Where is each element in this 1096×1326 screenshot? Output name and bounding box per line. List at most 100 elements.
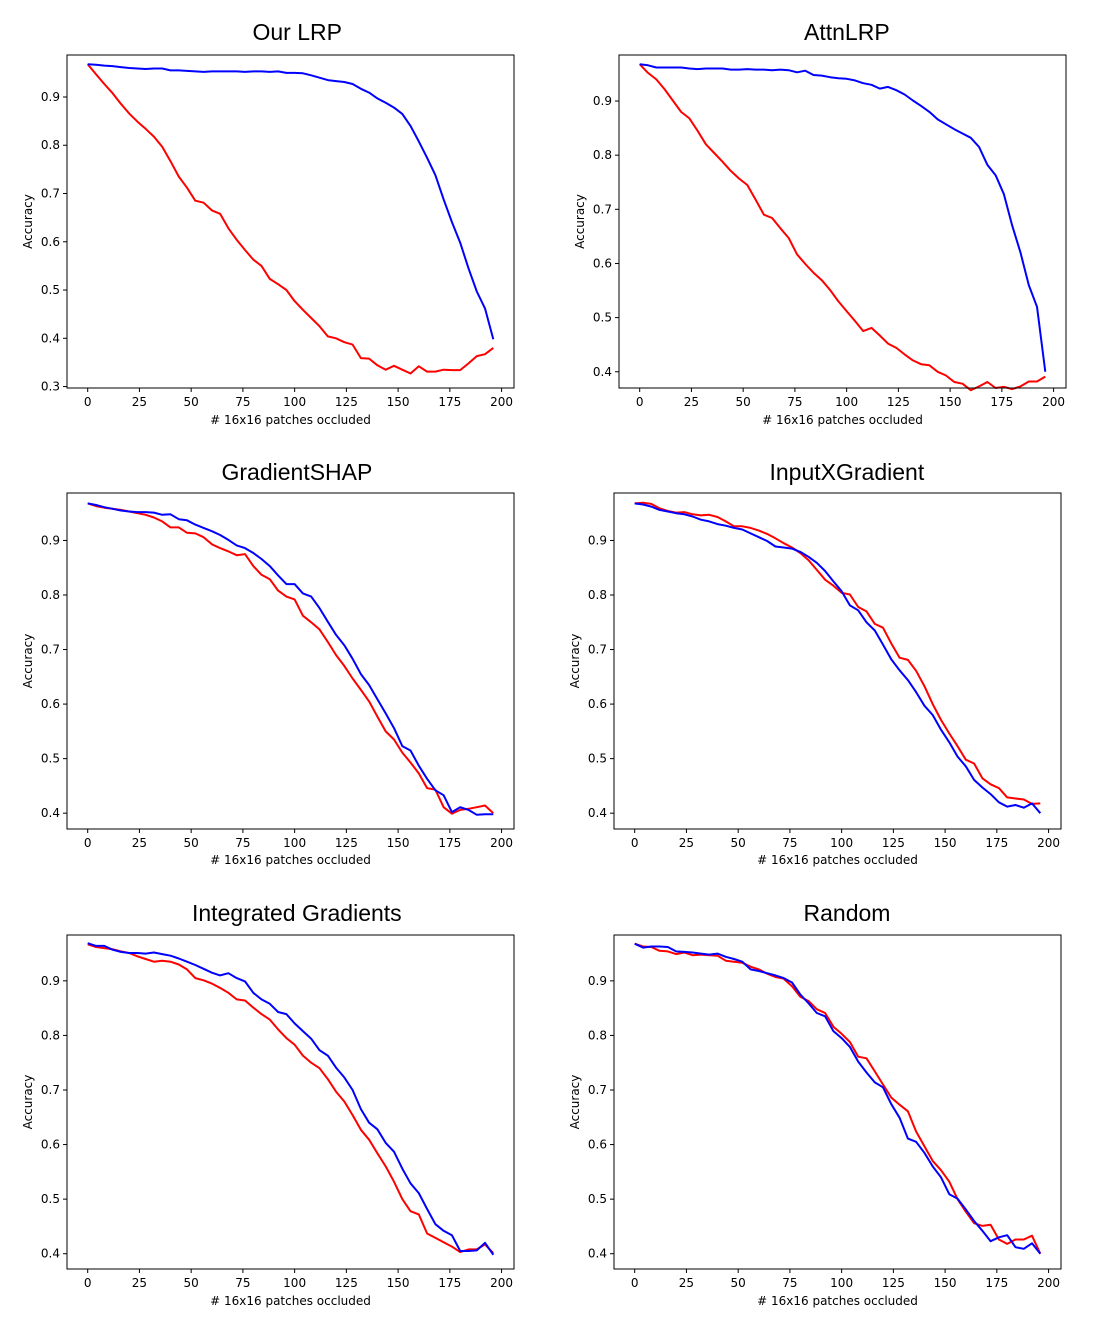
- y-tick-label: 0.7: [588, 1083, 607, 1097]
- plot-area: 0 25 50 75 100 125 150 175 200 0.4 0.5 0.6 0.7 0.8 0.9…: [568, 934, 1062, 1308]
- y-tick-label: 0.4: [588, 806, 607, 820]
- x-tick-label: 175: [990, 395, 1013, 409]
- x-tick-label: 200: [1042, 395, 1065, 409]
- series-line-blue: [634, 502, 1042, 814]
- y-tick-label: 0.5: [41, 283, 60, 297]
- y-tick-label: 0.7: [41, 643, 60, 657]
- x-tick-label: 100: [283, 1276, 306, 1290]
- x-tick-label: 75: [787, 395, 802, 409]
- y-tick-label: 0.4: [41, 806, 60, 820]
- x-tick-label: 25: [132, 1276, 147, 1290]
- axes-frame: [66, 54, 515, 389]
- x-tick-label: 75: [235, 836, 250, 850]
- x-tick-label: 175: [985, 1276, 1008, 1290]
- series-line-blue: [87, 63, 495, 340]
- y-tick-label: 0.6: [41, 1138, 60, 1152]
- chart-gradientshap: GradientSHAP 0 25 50 75 100 125 150 175 200 0.4 0.5…: [0, 440, 548, 880]
- x-axis-label: # 16x16 patches occluded: [210, 413, 371, 427]
- x-tick-label: 0: [84, 1276, 92, 1290]
- y-tick-label: 0.9: [41, 533, 60, 547]
- x-axis-label: # 16x16 patches occluded: [210, 1294, 371, 1308]
- y-tick-label: 0.7: [41, 187, 60, 201]
- x-tick-label: 50: [184, 836, 199, 850]
- x-tick-label: 200: [1037, 1276, 1060, 1290]
- y-tick-label: 0.4: [588, 1247, 607, 1261]
- chart-title: AttnLRP: [804, 19, 890, 45]
- y-axis-label: Accuracy: [21, 634, 35, 689]
- x-tick-label: 0: [631, 836, 639, 850]
- chart-our-lrp: Our LRP 0 25 50 75 100 125 150 175 200 0.3 0.4 0.5 0.…: [0, 0, 548, 440]
- series-line-blue: [87, 942, 495, 1256]
- y-axis-label: Accuracy: [21, 194, 35, 249]
- chart-title: Our LRP: [252, 19, 342, 45]
- x-tick-label: 75: [235, 1276, 250, 1290]
- x-axis-label: # 16x16 patches occluded: [757, 853, 918, 867]
- y-tick-label: 0.4: [593, 365, 612, 379]
- y-tick-label: 0.9: [593, 94, 612, 108]
- y-tick-label: 0.6: [588, 697, 607, 711]
- y-tick-label: 0.5: [41, 1192, 60, 1206]
- x-tick-label: 175: [438, 1276, 461, 1290]
- y-axis-label: Accuracy: [568, 1075, 582, 1130]
- x-tick-label: 125: [335, 395, 358, 409]
- y-tick-label: 0.8: [41, 588, 60, 602]
- y-tick-label: 0.9: [41, 974, 60, 988]
- chart-attnlrp: AttnLRP 0 25 50 75 100 125 150 175 200 0.4 0.5 0.6 0.…: [548, 0, 1096, 440]
- x-tick-label: 175: [985, 836, 1008, 850]
- x-tick-label: 0: [636, 395, 644, 409]
- x-tick-label: 150: [387, 1276, 410, 1290]
- x-tick-label: 200: [490, 395, 513, 409]
- x-tick-label: 125: [882, 836, 905, 850]
- x-tick-label: 100: [283, 395, 306, 409]
- y-tick-label: 0.9: [41, 90, 60, 104]
- x-tick-label: 125: [887, 395, 910, 409]
- x-tick-label: 100: [830, 836, 853, 850]
- plot-area: 0 25 50 75 100 125 150 175 200 0.4 0.5 0.6 0.7 0.8 0.9…: [21, 492, 515, 867]
- x-tick-label: 100: [283, 836, 306, 850]
- y-axis-label: Accuracy: [568, 634, 582, 689]
- axes-frame: [66, 492, 515, 830]
- y-tick-label: 0.8: [593, 148, 612, 162]
- x-tick-label: 75: [782, 836, 797, 850]
- x-tick-label: 25: [132, 395, 147, 409]
- plot-area: 0 25 50 75 100 125 150 175 200 0.4 0.5 0.6 0.7 0.8 0.9…: [21, 934, 515, 1308]
- x-tick-label: 25: [132, 836, 147, 850]
- x-axis-label: # 16x16 patches occluded: [762, 413, 923, 427]
- x-tick-label: 50: [184, 395, 199, 409]
- series-line-blue: [87, 502, 494, 816]
- axes-frame: [618, 54, 1067, 389]
- y-tick-label: 0.6: [588, 1138, 607, 1152]
- x-tick-label: 0: [84, 836, 92, 850]
- x-tick-label: 100: [835, 395, 858, 409]
- chart-title: InputXGradient: [769, 459, 925, 485]
- x-tick-label: 0: [84, 395, 92, 409]
- y-tick-label: 0.7: [41, 1083, 60, 1097]
- y-tick-label: 0.8: [588, 588, 607, 602]
- y-tick-label: 0.3: [41, 380, 60, 394]
- x-tick-label: 150: [387, 836, 410, 850]
- x-tick-label: 50: [184, 1276, 199, 1290]
- series-line-red: [87, 943, 495, 1254]
- x-tick-label: 125: [335, 1276, 358, 1290]
- plot-area: 0 25 50 75 100 125 150 175 200 0.4 0.5 0.6 0.7 0.8 0.9…: [568, 492, 1062, 867]
- x-tick-label: 75: [782, 1276, 797, 1290]
- axes-frame: [613, 492, 1062, 830]
- x-tick-label: 25: [684, 395, 699, 409]
- x-tick-label: 50: [736, 395, 751, 409]
- x-tick-label: 200: [1037, 836, 1060, 850]
- x-tick-label: 125: [335, 836, 358, 850]
- y-tick-label: 0.5: [588, 752, 607, 766]
- axes-frame: [66, 934, 515, 1270]
- x-tick-label: 25: [679, 836, 694, 850]
- y-tick-label: 0.5: [588, 1192, 607, 1206]
- x-tick-label: 175: [438, 395, 461, 409]
- y-tick-label: 0.9: [588, 974, 607, 988]
- x-tick-label: 150: [934, 1276, 957, 1290]
- x-tick-label: 150: [934, 836, 957, 850]
- y-tick-label: 0.6: [593, 256, 612, 270]
- y-tick-label: 0.4: [41, 1247, 60, 1261]
- x-tick-label: 200: [490, 836, 513, 850]
- y-tick-label: 0.4: [41, 331, 60, 345]
- axes-frame: [613, 934, 1062, 1270]
- y-tick-label: 0.7: [593, 202, 612, 216]
